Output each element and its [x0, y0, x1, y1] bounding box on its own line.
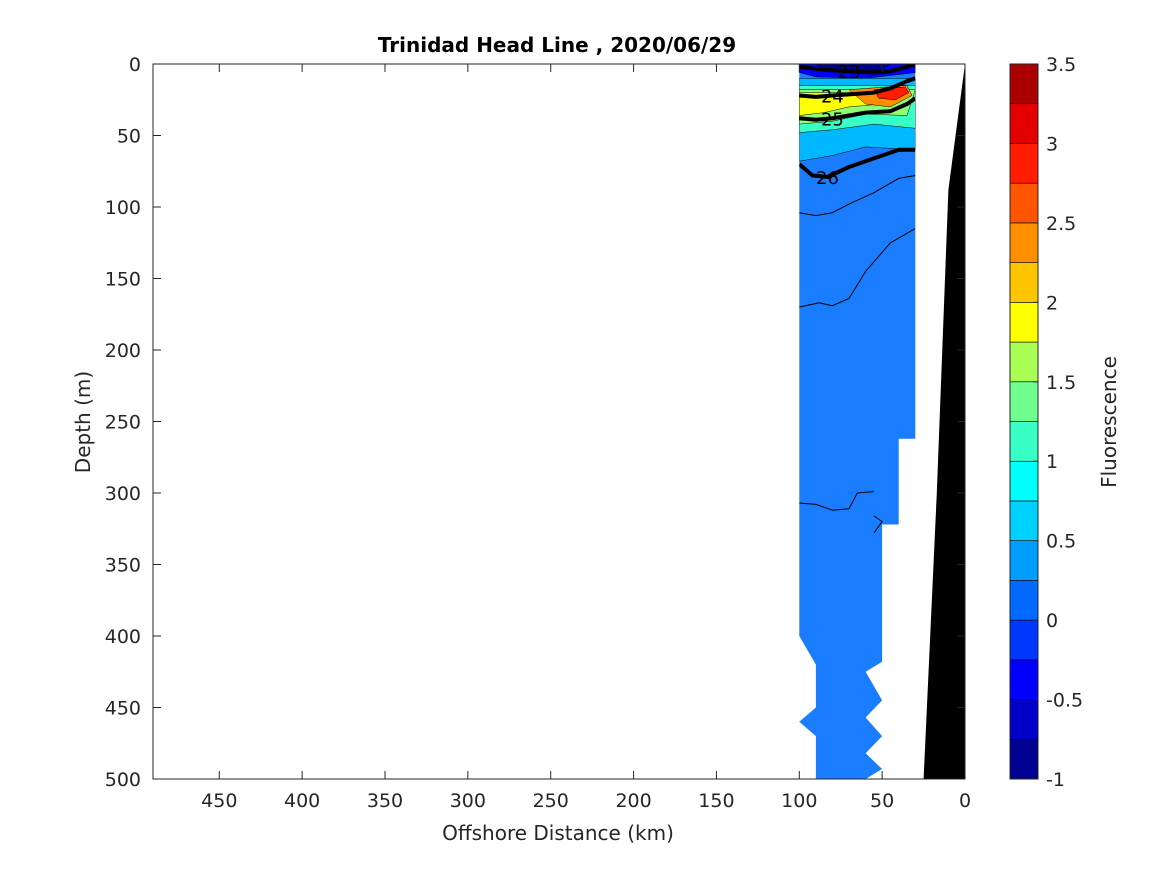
colorbar-swatch-10: [1009, 341, 1039, 383]
colorbar-swatch-12: [1009, 262, 1039, 303]
x-tick-label: 350: [367, 790, 403, 812]
density-contour-23: [799, 64, 916, 75]
density-contour-24: [799, 76, 916, 99]
colorbar-swatch-8: [1009, 421, 1039, 462]
colorbar-tick-label: 0: [1046, 610, 1058, 632]
bathymetry-layer: [923, 64, 965, 779]
y-axis-ticks: 0 50 100 150 200 250 300 350 400 450 500: [105, 54, 965, 791]
colorbar-tick-label: 0.5: [1046, 531, 1076, 553]
x-tick-label: 450: [201, 790, 237, 812]
y-tick-label: 300: [105, 483, 141, 505]
density-contours-layer: [799, 64, 916, 534]
colorbar-swatch-9: [1009, 381, 1039, 422]
y-tick-label: 350: [105, 555, 141, 577]
colorbar: 3.5 3 2.5 2 1.5 1 0.5 0 -0.5 -1: [1009, 54, 1083, 791]
density-contour-minor-7: [873, 515, 883, 534]
x-axis-title: Offshore Distance (km): [442, 821, 674, 845]
x-tick-label: 400: [284, 790, 320, 812]
y-tick-label: 450: [105, 698, 141, 720]
contour-label-24: 24: [821, 86, 844, 107]
colorbar-tick-label: 3.5: [1046, 54, 1076, 76]
y-tick-label: 50: [117, 126, 141, 148]
y-tick-label: 200: [105, 340, 141, 362]
contour-label-26: 26: [816, 168, 839, 189]
colorbar-tick-label: 2.5: [1046, 213, 1076, 235]
y-tick-label: 150: [105, 269, 141, 291]
colorbar-swatch-15: [1009, 143, 1039, 184]
colorbar-swatch-1: [1009, 699, 1039, 740]
density-contour-minor-6: [799, 491, 874, 511]
colorbar-swatch-0: [1009, 738, 1039, 780]
y-tick-label: 400: [105, 626, 141, 648]
x-tick-label: 250: [533, 790, 569, 812]
colorbar-title: Fluorescence: [1097, 356, 1121, 488]
bathymetry-fill: [923, 64, 965, 779]
y-tick-label: 100: [105, 197, 141, 219]
colorbar-tick-label: 1.5: [1046, 372, 1076, 394]
colorbar-swatch-14: [1009, 182, 1039, 224]
colorbar-swatch-11: [1009, 302, 1039, 343]
y-tick-label: 500: [105, 769, 141, 791]
colorbar-tick-label: -1: [1046, 769, 1065, 791]
data-region-fill: [799, 64, 916, 779]
x-tick-label: 0: [959, 790, 971, 812]
density-contour-26: [799, 147, 916, 179]
colorbar-tick-label: 1: [1046, 451, 1058, 473]
density-contour-minor-4: [799, 175, 916, 217]
colorbar-swatch-13: [1009, 222, 1039, 263]
contour-label-23: 23: [838, 62, 861, 83]
density-contour-minor-5: [799, 228, 916, 308]
x-tick-label: 200: [615, 790, 651, 812]
colorbar-swatch-5: [1009, 540, 1039, 581]
data-region-layer: [799, 64, 916, 779]
x-tick-label: 150: [698, 790, 734, 812]
colorbar-swatches: [1009, 63, 1039, 780]
y-axis-title: Depth (m): [71, 371, 95, 473]
colorbar-swatch-7: [1009, 460, 1039, 502]
density-contour-25: [799, 96, 916, 122]
colorbar-swatch-3: [1009, 619, 1039, 661]
contour-label-25: 25: [821, 109, 844, 130]
x-tick-label: 50: [870, 790, 894, 812]
colorbar-tick-label: 3: [1046, 133, 1058, 155]
colorbar-tick-label: 2: [1046, 292, 1058, 314]
colorbar-frame: [1009, 63, 1039, 780]
plot-area: 450 400 350 300 250 200 150 100 50 0 050100150200…: [105, 54, 971, 812]
colorbar-swatch-17: [1009, 63, 1039, 105]
x-tick-label: 300: [450, 790, 486, 812]
chart-title: Trinidad Head Line , 2020/06/29: [378, 33, 736, 57]
x-axis-ticks: 450 400 350 300 250 200 150 100 50 0: [201, 64, 971, 812]
y-tick-label: 250: [105, 412, 141, 434]
colorbar-ticks: 3.5 3 2.5 2 1.5 1 0.5 0 -0.5 -1: [1033, 54, 1083, 791]
colorbar-swatch-6: [1009, 500, 1039, 541]
x-tick-label: 100: [781, 790, 817, 812]
colorbar-swatch-16: [1009, 103, 1039, 144]
colorbar-tick-label: -0.5: [1046, 690, 1083, 712]
colorbar-swatch-4: [1009, 580, 1039, 621]
y-tick-label: 0: [129, 54, 141, 76]
colorbar-swatch-2: [1009, 659, 1039, 700]
